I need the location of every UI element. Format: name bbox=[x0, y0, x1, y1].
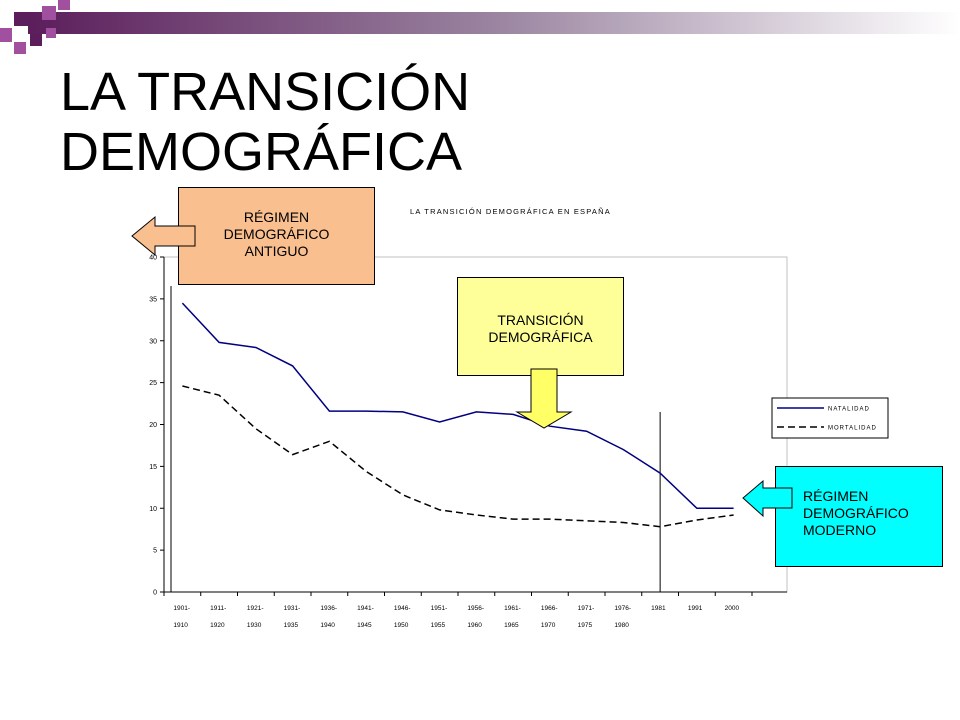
slide-title-line: DEMOGRÁFICA bbox=[60, 122, 463, 182]
x-tick-label: 1945 bbox=[357, 622, 372, 629]
x-tick-label: 1950 bbox=[394, 622, 409, 629]
decoration-square bbox=[14, 12, 28, 26]
legend-box bbox=[771, 397, 889, 439]
x-tick-label: 1946- bbox=[394, 605, 411, 612]
x-tick-label: 1935 bbox=[284, 622, 299, 629]
x-tick-label: 1960 bbox=[467, 622, 482, 629]
x-tick-label: 1911- bbox=[210, 605, 226, 612]
slide-decoration bbox=[0, 0, 960, 54]
callout-text-line: DEMOGRÁFICA bbox=[488, 329, 593, 345]
x-tick-label: 1980 bbox=[614, 622, 629, 629]
x-tick-label: 1920 bbox=[210, 622, 225, 629]
callout-text-line: ANTIGUO bbox=[244, 243, 309, 259]
y-tick-label: 5 bbox=[153, 548, 157, 555]
decoration-square bbox=[46, 28, 56, 38]
series-line-mortalidad bbox=[182, 385, 734, 528]
x-tick-label: 1951- bbox=[431, 605, 448, 612]
slide-title-line: LA TRANSICIÓN bbox=[60, 62, 471, 122]
y-tick-label: 30 bbox=[149, 338, 157, 345]
decoration-square bbox=[42, 6, 56, 20]
x-tick-label: 1970 bbox=[541, 622, 556, 629]
decoration-square bbox=[58, 0, 70, 10]
x-tick-label: 1965 bbox=[504, 622, 519, 629]
legend-label: MORTALIDAD bbox=[828, 426, 877, 432]
x-tick-label: 1921- bbox=[247, 605, 264, 612]
x-tick-label: 1930 bbox=[247, 622, 262, 629]
callout-text-line: TRANSICIÓN bbox=[497, 312, 584, 328]
callout-text-line: DEMOGRÁFICO bbox=[803, 505, 909, 521]
x-tick-label: 1931- bbox=[284, 605, 301, 612]
series-line-natalidad bbox=[181, 302, 734, 510]
x-tick-label: 1976- bbox=[614, 605, 631, 612]
x-tick-label: 1991 bbox=[688, 605, 703, 612]
x-tick-label: 1981 bbox=[651, 605, 666, 612]
callout-text-line: RÉGIMEN bbox=[243, 209, 310, 225]
y-tick-label: 35 bbox=[149, 296, 157, 303]
decoration-square bbox=[0, 28, 12, 42]
x-tick-label: 1936- bbox=[320, 605, 337, 612]
x-tick-label: 1971- bbox=[578, 605, 595, 612]
callout-text-line: DEMOGRÁFICO bbox=[223, 226, 330, 242]
decoration-square bbox=[14, 42, 26, 54]
callout-text-line: RÉGIMEN bbox=[803, 488, 869, 504]
callout-regimen-moderno: RÉGIMEN DEMOGRÁFICO MODERNO bbox=[775, 466, 943, 567]
callout-transicion: TRANSICIÓN DEMOGRÁFICA bbox=[457, 277, 624, 376]
y-tick-label: 40 bbox=[149, 255, 157, 262]
x-tick-label: 1966- bbox=[541, 605, 558, 612]
x-tick-label: 1961- bbox=[504, 605, 521, 612]
x-tick-label: 1901- bbox=[173, 605, 190, 612]
y-tick-label: 0 bbox=[153, 590, 157, 597]
x-tick-label: 1955 bbox=[431, 622, 446, 629]
x-tick-label: 1975 bbox=[578, 622, 593, 629]
decoration-gradient-bar bbox=[28, 12, 960, 34]
y-tick-label: 15 bbox=[149, 464, 157, 471]
x-tick-label: 2000 bbox=[725, 605, 740, 612]
x-tick-label: 1941- bbox=[357, 605, 374, 612]
y-tick-label: 25 bbox=[149, 380, 157, 387]
x-tick-label: 1910 bbox=[173, 622, 188, 629]
x-tick-label: 1956- bbox=[467, 605, 484, 612]
legend-label: NATALIDAD bbox=[828, 407, 870, 413]
y-tick-label: 20 bbox=[149, 422, 157, 429]
decoration-square bbox=[30, 34, 42, 46]
chart-title: LA TRANSICIÓN DEMOGRÁFICA EN ESPAÑA bbox=[410, 207, 611, 216]
y-tick-label: 10 bbox=[149, 506, 157, 513]
x-tick-label: 1940 bbox=[320, 622, 335, 629]
callout-text-line: MODERNO bbox=[803, 522, 877, 538]
callout-regimen-antiguo: RÉGIMEN DEMOGRÁFICO ANTIGUO bbox=[178, 187, 375, 285]
slide-title: LA TRANSICIÓN DEMOGRÁFICA bbox=[60, 62, 470, 182]
